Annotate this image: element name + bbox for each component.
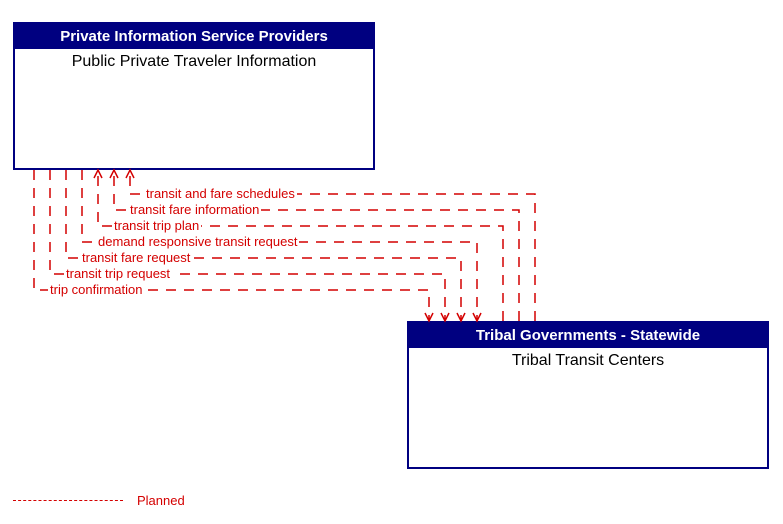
- flow-label: transit fare request: [80, 250, 192, 265]
- legend: Planned: [13, 493, 185, 508]
- source-header: Private Information Service Providers: [15, 24, 373, 49]
- legend-label: Planned: [137, 493, 185, 508]
- flow-label: transit trip plan: [112, 218, 201, 233]
- target-entity: Tribal Governments - Statewide Tribal Tr…: [407, 321, 769, 469]
- flow-label: demand responsive transit request: [96, 234, 299, 249]
- flow-label: transit trip request: [64, 266, 172, 281]
- flow-label: transit fare information: [128, 202, 261, 217]
- flow-label: trip confirmation: [48, 282, 144, 297]
- flow-label: transit and fare schedules: [144, 186, 297, 201]
- diagram-container: { "entities": { "source": { "header": "P…: [0, 0, 783, 524]
- target-body: Tribal Transit Centers: [409, 348, 767, 374]
- legend-line: [13, 500, 123, 501]
- source-entity: Private Information Service Providers Pu…: [13, 22, 375, 170]
- source-body: Public Private Traveler Information: [15, 49, 373, 75]
- target-header: Tribal Governments - Statewide: [409, 323, 767, 348]
